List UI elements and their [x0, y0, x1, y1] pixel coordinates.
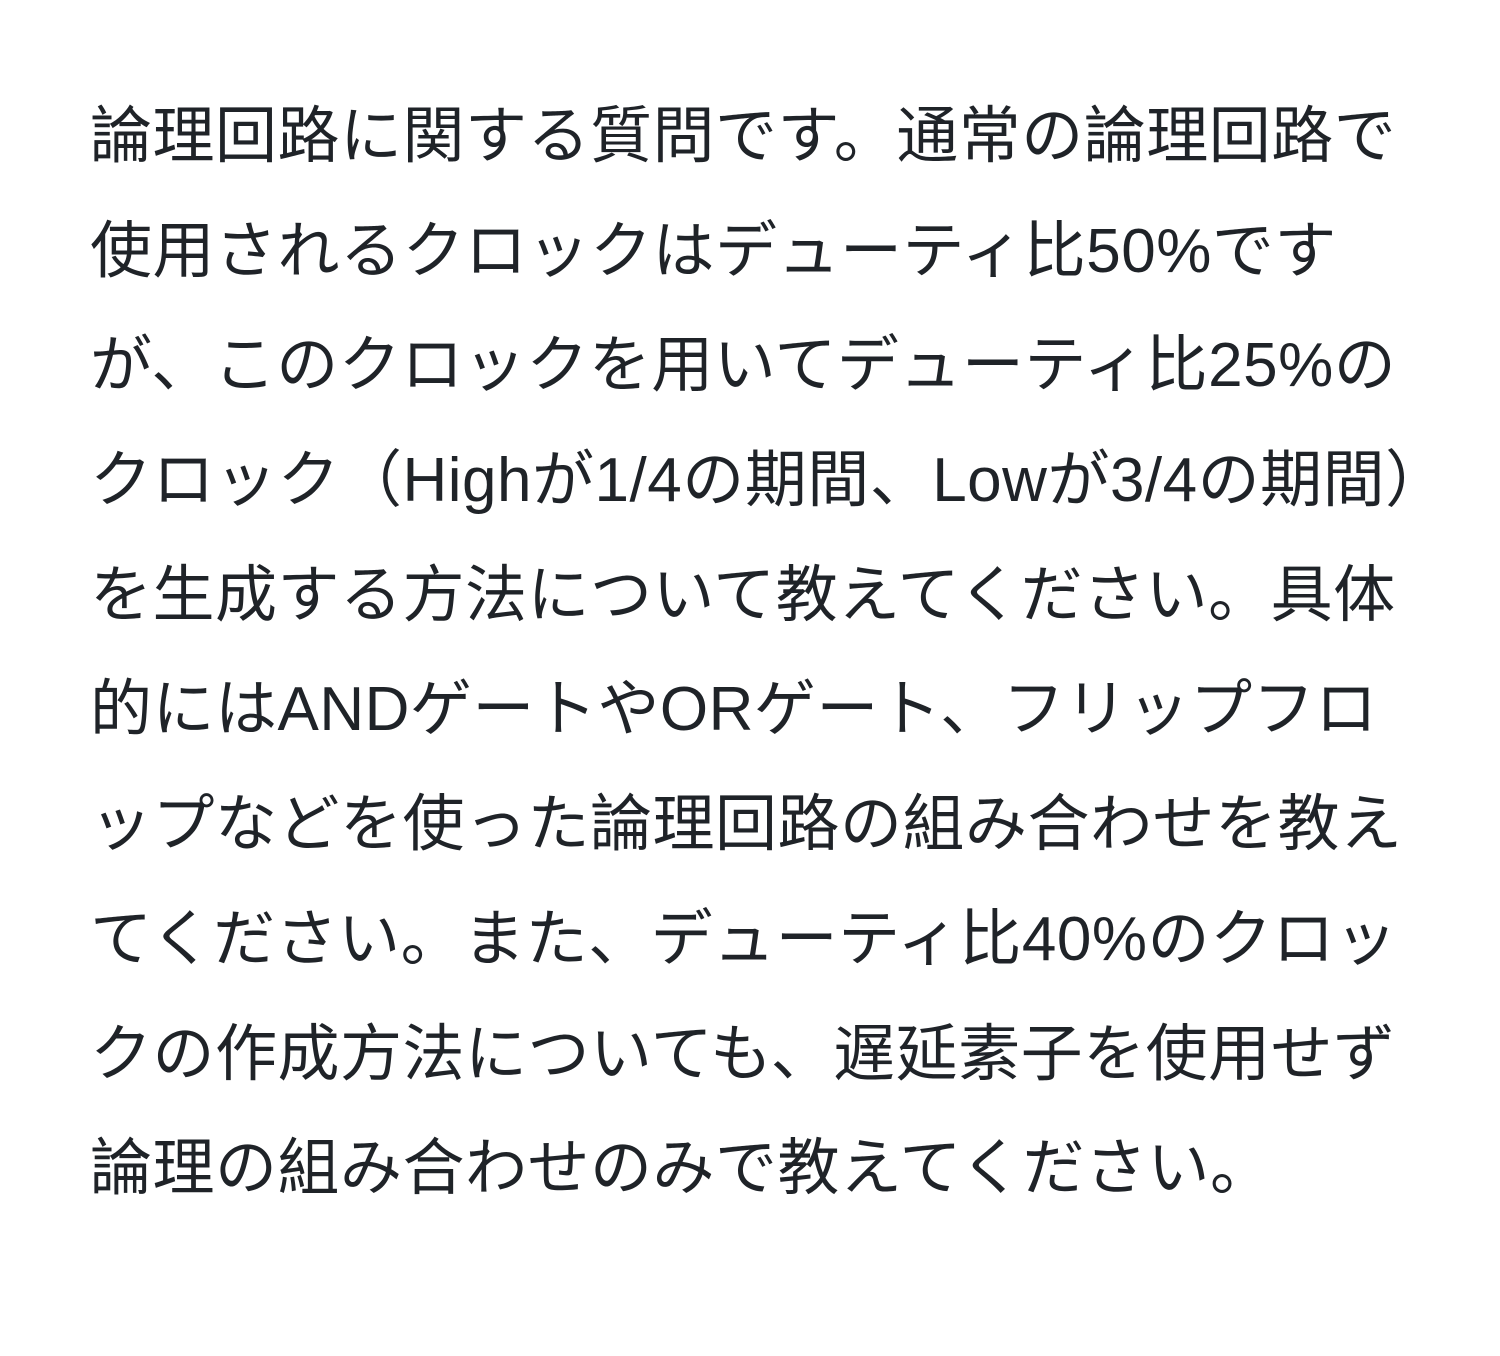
document-body: 論理回路に関する質問です。通常の論理回路で使用されるクロックはデューティ比50%… — [0, 0, 1500, 1307]
question-paragraph: 論理回路に関する質問です。通常の論理回路で使用されるクロックはデューティ比50%… — [90, 102, 1417, 1203]
